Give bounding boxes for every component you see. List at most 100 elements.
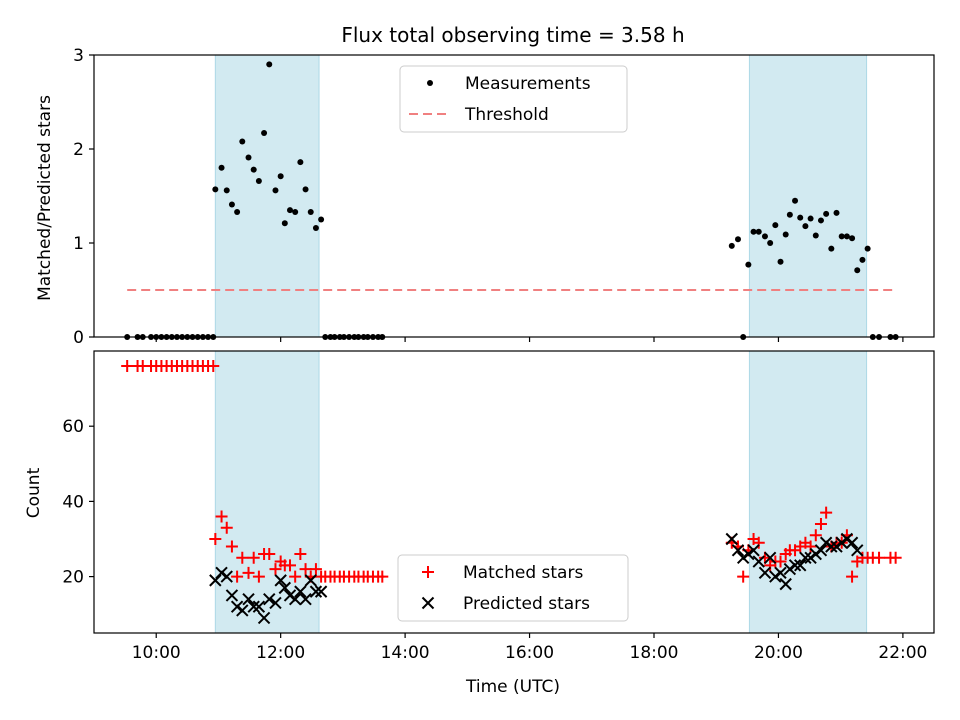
measurement-point <box>777 258 784 265</box>
plot-frame <box>93 54 935 338</box>
matched-star-point <box>263 548 276 561</box>
predicted-star-point <box>788 559 802 572</box>
measurement-point <box>761 233 768 240</box>
y-tick-label: 3 <box>73 46 84 66</box>
matched-star-point <box>215 510 228 523</box>
legend-measurement-swatch <box>427 80 433 86</box>
measurement-point <box>272 187 279 194</box>
predicted-star-point <box>242 592 255 606</box>
measurement-point <box>838 233 845 240</box>
measurement-point <box>318 216 325 223</box>
predicted-star-point <box>225 589 239 602</box>
predicted-star-point <box>274 574 287 587</box>
measurement-point <box>287 207 293 214</box>
predicted-star-point <box>779 577 792 591</box>
measurement-point <box>312 224 319 231</box>
measurement-point <box>228 201 235 208</box>
measurement-point <box>755 228 762 235</box>
predicted-star-point <box>220 570 233 583</box>
measurement-point <box>297 159 304 166</box>
matched-star-point <box>873 551 886 564</box>
matched-star-point <box>809 529 822 542</box>
predicted-star-point <box>783 562 797 576</box>
measurement-point <box>307 208 314 215</box>
predicted-star-point <box>819 536 833 549</box>
predicted-star-point <box>845 536 859 549</box>
matched-star-point <box>294 548 307 561</box>
y-axis-label-top: Matched/Predicted stars <box>35 95 55 301</box>
predicted-star-point <box>742 547 755 561</box>
predicted-star-point <box>278 581 292 595</box>
predicted-star-point <box>299 592 312 606</box>
measurement-point <box>828 245 835 252</box>
measurement-point <box>843 233 850 240</box>
measurement-point <box>261 130 268 137</box>
measurement-point <box>728 242 735 249</box>
measurement-point <box>245 154 252 161</box>
legend-box <box>399 65 628 133</box>
matched-star-point <box>242 566 255 579</box>
predicted-star-point <box>314 585 328 598</box>
x-tick-label: 12:00 <box>256 643 305 663</box>
predicted-star-point <box>294 585 307 598</box>
measurement-point <box>859 256 866 263</box>
measurement-point <box>792 197 799 204</box>
matched-star-point <box>207 360 220 373</box>
measurement-point <box>255 177 262 184</box>
measurement-point <box>786 211 793 218</box>
predicted-star-point <box>774 566 787 580</box>
measurement-point <box>767 240 774 246</box>
predicted-star-point <box>269 596 282 610</box>
measurement-point <box>250 166 257 173</box>
predicted-star-point <box>230 600 244 613</box>
matched-star-point <box>814 517 827 530</box>
bottom-panel: 20 40 60 10:00 12:00 14:00 16:00 18:00 20:00 22:0… <box>62 350 935 663</box>
measurement-point <box>239 138 246 145</box>
predicted-star-point <box>851 544 864 557</box>
predicted-star-point <box>215 566 228 580</box>
matched-star-point <box>804 540 817 553</box>
predicted-star-point <box>840 532 854 546</box>
shaded-interval <box>748 350 868 634</box>
x-axis-label: Time (UTC) <box>465 677 560 697</box>
measurement-point <box>750 228 757 235</box>
matched-star-point <box>309 563 322 576</box>
y-tick-label: 40 <box>62 492 84 512</box>
predicted-star-point <box>304 574 317 587</box>
measurement-point <box>823 210 830 217</box>
y-axis-label-bottom: Count <box>24 467 44 518</box>
matched-star-point <box>846 570 859 583</box>
measurement-point <box>277 173 284 180</box>
x-tick-label: 22:00 <box>878 643 927 663</box>
measurement-point <box>782 231 789 238</box>
matched-star-point <box>752 536 765 549</box>
measurement-point <box>833 209 840 216</box>
measurement-point <box>218 164 225 171</box>
matched-star-point <box>252 570 265 583</box>
x-tick-label: 20:00 <box>754 643 803 663</box>
matched-star-point <box>284 559 296 572</box>
legend-label: Threshold <box>464 105 549 125</box>
measurement-point <box>234 208 241 215</box>
shaded-interval <box>214 54 320 338</box>
predicted-star-point <box>725 532 738 546</box>
legend-label: Matched stars <box>463 563 583 583</box>
predicted-star-point <box>288 592 302 606</box>
matched-star-point <box>209 533 222 545</box>
measurement-point <box>854 267 861 274</box>
predicted-star-point <box>257 611 271 625</box>
predicted-star-point <box>252 600 266 613</box>
legend-matched-swatch <box>422 566 434 578</box>
predicted-star-point <box>830 540 843 553</box>
chart-title: Flux total observing time = 3.58 h <box>341 23 684 47</box>
matched-star-point <box>121 360 134 373</box>
matched-star-point <box>376 570 389 583</box>
predicted-star-point <box>835 536 848 549</box>
matched-star-point <box>231 570 244 583</box>
predicted-star-point <box>309 585 323 598</box>
measurement-point <box>817 217 824 224</box>
predicted-star-point <box>747 544 760 557</box>
matched-star-point <box>820 506 833 519</box>
measurement-point <box>302 186 309 193</box>
